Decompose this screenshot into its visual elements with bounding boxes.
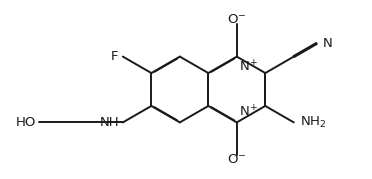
Text: HO: HO xyxy=(15,116,36,129)
Text: NH: NH xyxy=(100,116,119,129)
Text: O$^{-}$: O$^{-}$ xyxy=(227,13,247,26)
Text: O$^{-}$: O$^{-}$ xyxy=(227,153,247,166)
Text: N: N xyxy=(323,37,333,50)
Text: N$^{+}$: N$^{+}$ xyxy=(240,105,258,120)
Text: NH$_2$: NH$_2$ xyxy=(300,115,326,130)
Text: F: F xyxy=(110,50,118,63)
Text: N$^{+}$: N$^{+}$ xyxy=(240,59,258,74)
